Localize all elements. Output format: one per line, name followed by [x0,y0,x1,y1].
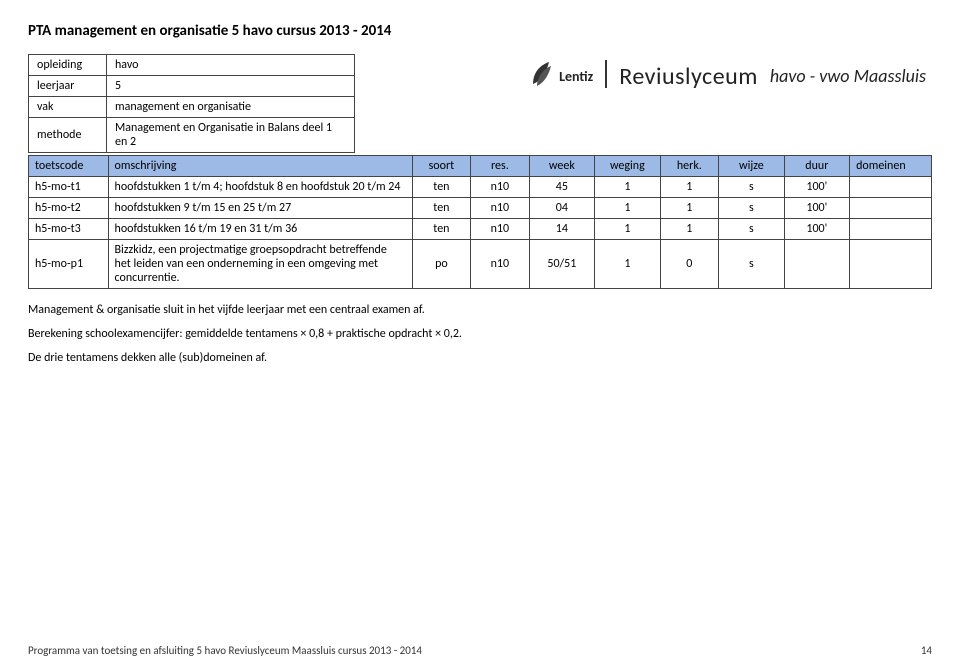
th-res: res. [471,156,529,177]
cell-wijze: s [719,219,785,240]
th-wijze: wijze [719,156,785,177]
info-value: Management en Organisatie in Balans deel… [107,118,355,153]
school-name: Reviuslyceum [619,62,758,91]
info-label: opleiding [29,55,107,76]
top-row: opleidinghavo leerjaar5 vakmanagement en… [28,54,932,155]
cell-res: n10 [471,219,529,240]
info-value: 5 [107,76,355,97]
cell-res: n10 [471,198,529,219]
cell-duur: 100' [784,177,850,198]
cell-soort: ten [412,198,470,219]
table-row: h5-mo-t2 hoofdstukken 9 t/m 15 en 25 t/m… [29,198,932,219]
cell-herk: 0 [660,240,718,289]
info-value: havo [107,55,355,76]
th-herk: herk. [660,156,718,177]
cell-code: h5-mo-t2 [29,198,109,219]
th-week: week [529,156,595,177]
cell-res: n10 [471,240,529,289]
info-label: vak [29,97,107,118]
cell-weging: 1 [595,177,661,198]
cell-herk: 1 [660,177,718,198]
th-soort: soort [412,156,470,177]
cell-code: h5-mo-t3 [29,219,109,240]
cell-soort: ten [412,219,470,240]
cell-week: 04 [529,198,595,219]
logo-divider [605,60,607,88]
note-line: De drie tentamens dekken alle (sub)domei… [28,351,932,365]
cell-dom [850,219,932,240]
school-subtitle: havo - vwo Maassluis [770,65,926,87]
cell-wijze: s [719,198,785,219]
cell-weging: 1 [595,198,661,219]
leaf-icon [529,60,553,92]
info-label: leerjaar [29,76,107,97]
table-row: h5-mo-t1 hoofdstukken 1 t/m 4; hoofdstuk… [29,177,932,198]
th-dom: domeinen [850,156,932,177]
notes: Management & organisatie sluit in het vi… [28,303,932,365]
cell-desc: hoofdstukken 9 t/m 15 en 25 t/m 27 [108,198,412,219]
cell-week: 14 [529,219,595,240]
info-row: leerjaar5 [29,76,355,97]
th-weging: weging [595,156,661,177]
cell-desc: hoofdstukken 16 t/m 19 en 31 t/m 36 [108,219,412,240]
page-title: PTA management en organisatie 5 havo cur… [28,22,932,40]
info-table: opleidinghavo leerjaar5 vakmanagement en… [28,54,355,153]
cell-duur [784,240,850,289]
cell-week: 45 [529,177,595,198]
info-value: management en organisatie [107,97,355,118]
table-row: h5-mo-t3 hoofdstukken 16 t/m 19 en 31 t/… [29,219,932,240]
note-line: Management & organisatie sluit in het vi… [28,303,932,317]
assessment-table: toetscode omschrijving soort res. week w… [28,155,932,289]
cell-dom [850,177,932,198]
cell-duur: 100' [784,198,850,219]
cell-desc: Bizzkidz, een projectmatige groepsopdrac… [108,240,412,289]
cell-dom [850,240,932,289]
cell-wijze: s [719,177,785,198]
info-label: methode [29,118,107,153]
info-row: vakmanagement en organisatie [29,97,355,118]
cell-duur: 100' [784,219,850,240]
cell-herk: 1 [660,198,718,219]
th-code: toetscode [29,156,109,177]
cell-wijze: s [719,240,785,289]
page-number: 14 [921,644,932,657]
cell-soort: po [412,240,470,289]
lentiz-text: Lentiz [559,68,593,85]
table-header-row: toetscode omschrijving soort res. week w… [29,156,932,177]
cell-dom [850,198,932,219]
note-line: Berekening schoolexamencijfer: gemiddeld… [28,327,932,341]
cell-herk: 1 [660,219,718,240]
logo-area: Lentiz Reviuslyceum havo - vwo Maassluis [529,54,932,92]
th-duur: duur [784,156,850,177]
cell-code: h5-mo-p1 [29,240,109,289]
table-row: h5-mo-p1 Bizzkidz, een projectmatige gro… [29,240,932,289]
footer-text: Programma van toetsing en afsluiting 5 h… [28,644,422,657]
cell-weging: 1 [595,219,661,240]
cell-week: 50/51 [529,240,595,289]
cell-res: n10 [471,177,529,198]
cell-desc: hoofdstukken 1 t/m 4; hoofdstuk 8 en hoo… [108,177,412,198]
info-row: methodeManagement en Organisatie in Bala… [29,118,355,153]
cell-weging: 1 [595,240,661,289]
cell-soort: ten [412,177,470,198]
lentiz-logo: Lentiz [529,60,593,92]
th-desc: omschrijving [108,156,412,177]
cell-code: h5-mo-t1 [29,177,109,198]
footer: Programma van toetsing en afsluiting 5 h… [28,644,932,657]
info-row: opleidinghavo [29,55,355,76]
